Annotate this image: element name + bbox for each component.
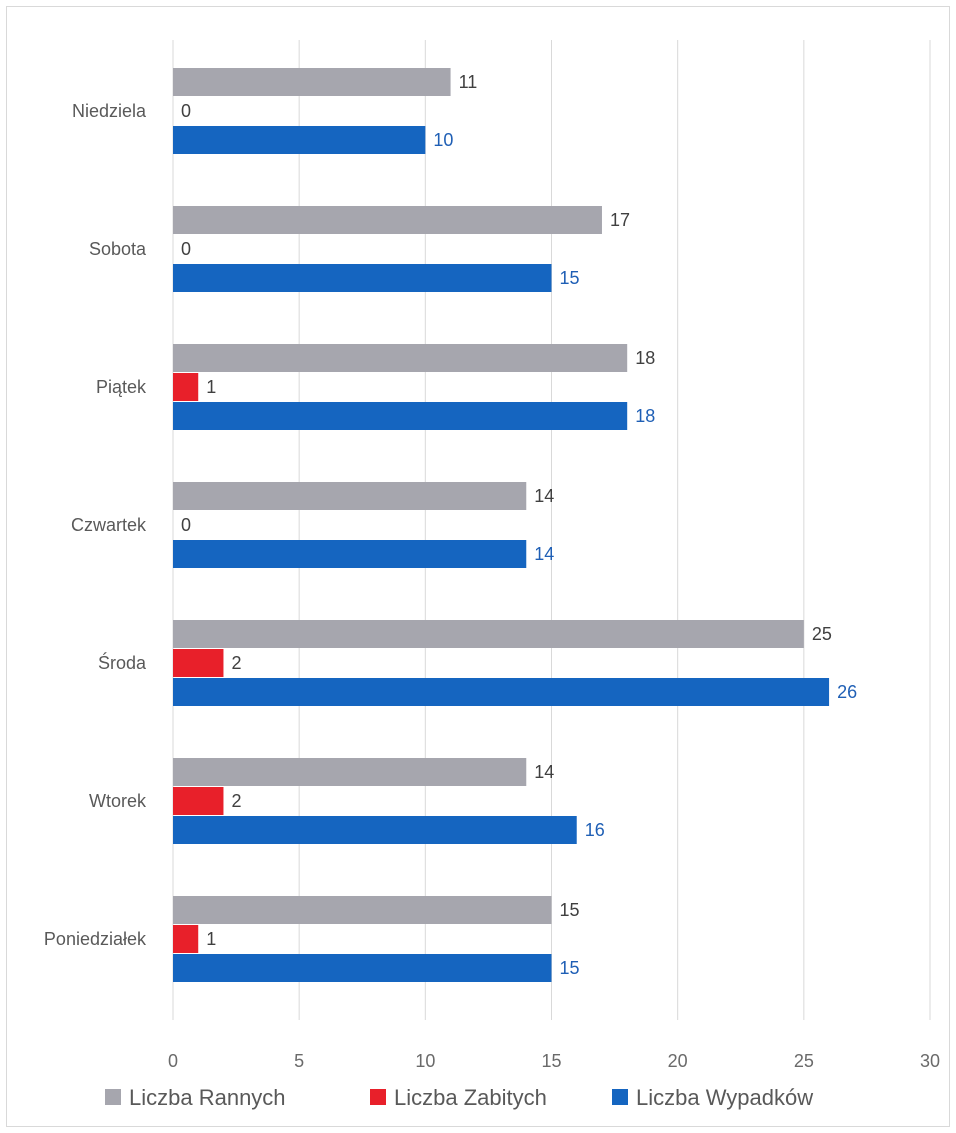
data-label: 1 — [206, 929, 216, 949]
bar — [173, 206, 602, 234]
x-tick-label: 15 — [541, 1051, 561, 1071]
category-label: Piątek — [96, 377, 147, 397]
data-label: 17 — [610, 210, 630, 230]
data-label: 10 — [433, 130, 453, 150]
legend-swatch — [105, 1089, 121, 1105]
data-label: 0 — [181, 239, 191, 259]
category-label: Czwartek — [71, 515, 147, 535]
legend-swatch — [370, 1089, 386, 1105]
x-axis-ticks: 0 5 10 15 20 25 30 — [168, 1051, 940, 1071]
bar — [173, 896, 552, 924]
data-label: 15 — [560, 958, 580, 978]
category-label: Środa — [98, 652, 147, 673]
data-label: 16 — [585, 820, 605, 840]
bar — [173, 68, 451, 96]
data-label: 14 — [534, 762, 554, 782]
bar — [173, 126, 426, 154]
category-label: Niedziela — [72, 101, 147, 121]
bar — [173, 373, 199, 401]
data-label: 14 — [534, 486, 554, 506]
bar — [173, 925, 199, 953]
x-tick-label: 20 — [668, 1051, 688, 1071]
chart-frame — [6, 6, 950, 1127]
bar — [173, 816, 577, 844]
bar — [173, 649, 224, 677]
legend-label: Liczba Wypadków — [636, 1085, 813, 1110]
gridlines — [172, 40, 931, 1020]
data-label: 15 — [560, 900, 580, 920]
legend-label: Liczba Zabitych — [394, 1085, 547, 1110]
x-tick-label: 30 — [920, 1051, 940, 1071]
legend: Liczba Rannych Liczba Zabitych Liczba Wypa… — [105, 1085, 813, 1110]
x-tick-label: 25 — [794, 1051, 814, 1071]
data-label: 1 — [206, 377, 216, 397]
bar — [173, 344, 628, 372]
data-label: 18 — [635, 348, 655, 368]
data-label: 11 — [459, 72, 478, 92]
category-label: Wtorek — [89, 791, 147, 811]
data-label: 0 — [181, 101, 191, 121]
data-label: 25 — [812, 624, 832, 644]
data-label: 14 — [534, 544, 554, 564]
bar — [173, 678, 830, 706]
category-label: Sobota — [89, 239, 147, 259]
bar — [173, 758, 527, 786]
bar — [173, 620, 804, 648]
data-label: 18 — [635, 406, 655, 426]
category-label: Poniedziałek — [44, 929, 147, 949]
data-labels: 11 0 10 17 0 15 18 1 18 14 0 14 25 2 26 14 2 16 15 1 15 — [181, 72, 857, 978]
data-label: 2 — [231, 653, 241, 673]
bar — [173, 787, 224, 815]
category-labels: Niedziela Sobota Piątek Czwartek Środa Wtorek… — [44, 101, 147, 949]
bar — [173, 402, 628, 430]
bars — [173, 68, 830, 982]
data-label: 0 — [181, 515, 191, 535]
data-label: 15 — [560, 268, 580, 288]
bar — [173, 954, 552, 982]
legend-swatch — [612, 1089, 628, 1105]
x-tick-label: 0 — [168, 1051, 178, 1071]
legend-label: Liczba Rannych — [129, 1085, 286, 1110]
data-label: 26 — [837, 682, 857, 702]
x-tick-label: 5 — [294, 1051, 304, 1071]
bar — [173, 264, 552, 292]
x-tick-label: 10 — [415, 1051, 435, 1071]
data-label: 2 — [231, 791, 241, 811]
bar — [173, 540, 527, 568]
bar — [173, 482, 527, 510]
